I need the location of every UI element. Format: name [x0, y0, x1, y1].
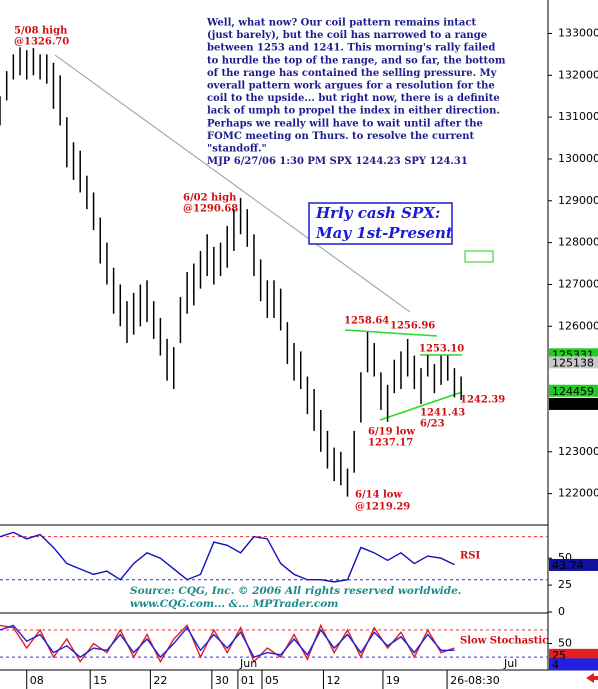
x-tick-label: 05 [265, 674, 279, 687]
month-label: Jul [503, 657, 517, 670]
y-tick-label: 123000 [558, 445, 598, 458]
commentary: (just barely), but the coil has narrowed… [207, 30, 487, 41]
x-tick-label: 15 [93, 674, 107, 687]
x-tick-label: 12 [326, 674, 340, 687]
annotation: 6/23 [420, 419, 445, 430]
price-tag [549, 384, 598, 397]
indicator-line [0, 531, 455, 583]
annotation: 1253.10 [419, 344, 464, 355]
annotation: 5/08 high [14, 26, 68, 37]
x-tick-label: 30 [215, 674, 229, 687]
commentary: Well, what now? Our coil pattern remains… [206, 18, 476, 29]
commentary: Perhaps we really will have to wait unti… [207, 118, 483, 129]
commentary: overall pattern work argues for a resolu… [207, 81, 495, 92]
box [464, 250, 494, 263]
chart-title: Hrly cash SPX: [315, 204, 440, 222]
indicator-line [0, 624, 455, 659]
y-tick-label: 122000 [558, 487, 598, 500]
chart-title: May 1st-Present [315, 224, 453, 242]
price-tag [549, 356, 598, 369]
annotation: @1290.68 [183, 204, 238, 215]
annotation: 1256.96 [390, 321, 435, 332]
plot-bg [0, 0, 548, 670]
commentary: lack of umph to propel the index in eith… [207, 106, 500, 117]
annotation: 6/02 high [183, 193, 237, 204]
commentary: between 1253 and 1241. This morning's ra… [207, 43, 495, 54]
indicator-label: RSI [460, 551, 481, 562]
y-tick-label: 128000 [558, 236, 598, 249]
y-tick-label: 129000 [558, 194, 598, 207]
x-tick-label: 01 [241, 674, 255, 687]
x-tick-label: 22 [153, 674, 167, 687]
y-tick-label: 50 [558, 637, 572, 650]
y-tick-label: 133000 [558, 26, 598, 39]
price-tag-label: 124459 [552, 385, 594, 398]
price-tag-label: 43.74 [552, 559, 584, 572]
indicator-label: Slow Stochastic [460, 636, 548, 647]
price-tag [549, 558, 598, 571]
title-box [308, 202, 453, 245]
source: Source: CQG, Inc. © 2006 All rights rese… [130, 585, 461, 597]
price-tag [549, 658, 598, 671]
price-tag [549, 648, 598, 661]
x-tick-label: 26-08:30 [450, 674, 500, 687]
price-tag-label: 4 [552, 658, 559, 671]
trendline [54, 54, 411, 313]
x-tick-label: 19 [386, 674, 400, 687]
y-tick-label: 25 [558, 578, 572, 591]
trendline [379, 391, 463, 421]
annotation: 1242.39 [460, 395, 505, 406]
price-tag-label: 124144 [552, 398, 594, 411]
price-tag [549, 397, 598, 410]
commentary: FOMC meeting on Thurs. to resolve the cu… [207, 131, 474, 142]
annotation: @1219.29 [355, 502, 410, 513]
annotation: 1237.17 [368, 438, 413, 449]
x-tick-label: 08 [30, 674, 44, 687]
annotation: 6/19 low [368, 427, 415, 438]
commentary: coil to the upside... but right now, the… [207, 93, 500, 104]
annotation: @1326.70 [14, 37, 69, 48]
commentary: of the range has contained the selling p… [207, 68, 498, 79]
annotation: 1241.43 [420, 408, 465, 419]
y-tick-label: 0 [558, 605, 565, 618]
y-tick-label: 132000 [558, 68, 598, 81]
y-tick-label: 126000 [558, 319, 598, 332]
month-label: Jun [239, 657, 257, 670]
commentary: to hurdle the top of the range, and so f… [207, 55, 506, 66]
y-tick-label: 131000 [558, 110, 598, 123]
annotation: 6/14 low [355, 490, 402, 501]
scroll-arrow[interactable] [586, 673, 598, 683]
y-tick-label: 130000 [558, 152, 598, 165]
commentary: MJP 6/27/06 1:30 PM SPX 1244.23 SPY 124.… [207, 156, 468, 167]
trendline [344, 329, 438, 337]
y-tick-label: 127000 [558, 277, 598, 290]
price-tag-label: 125138 [552, 356, 594, 369]
source: www.CQG.com... &... MPTrader.com [130, 598, 338, 610]
commentary: "standoff." [207, 144, 267, 155]
annotation: 1258.64 [344, 316, 389, 327]
